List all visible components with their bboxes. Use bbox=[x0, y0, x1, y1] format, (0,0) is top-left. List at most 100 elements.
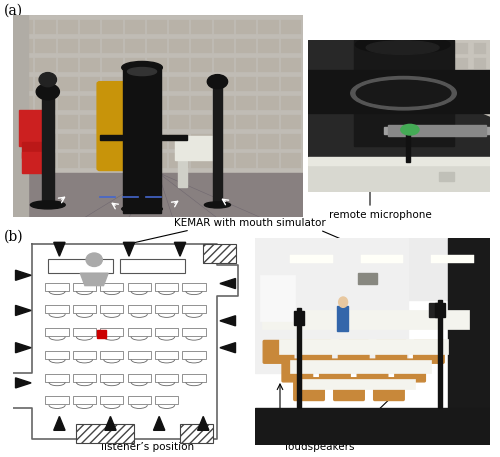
Polygon shape bbox=[16, 270, 31, 280]
Bar bbox=[80, 96, 100, 111]
Polygon shape bbox=[105, 416, 116, 430]
Ellipse shape bbox=[401, 124, 419, 135]
Bar bbox=[437, 43, 450, 53]
Bar bbox=[258, 134, 278, 149]
Bar bbox=[13, 1, 34, 15]
Bar bbox=[128, 328, 151, 336]
Bar bbox=[236, 134, 256, 149]
Bar bbox=[388, 125, 486, 136]
Bar bbox=[236, 154, 256, 168]
Bar bbox=[124, 1, 145, 15]
Bar bbox=[214, 58, 234, 72]
Bar bbox=[474, 43, 486, 53]
Bar bbox=[58, 154, 78, 168]
Bar bbox=[169, 20, 190, 34]
Bar bbox=[36, 77, 56, 91]
FancyBboxPatch shape bbox=[97, 82, 144, 170]
Ellipse shape bbox=[356, 36, 450, 53]
FancyBboxPatch shape bbox=[374, 378, 404, 400]
Bar bbox=[102, 77, 122, 91]
Bar bbox=[437, 74, 450, 84]
Bar bbox=[147, 20, 167, 34]
Bar bbox=[278, 340, 448, 354]
Bar bbox=[42, 96, 54, 207]
Bar bbox=[48, 259, 113, 273]
Bar bbox=[100, 135, 187, 140]
Bar bbox=[308, 159, 490, 192]
Bar bbox=[236, 1, 256, 15]
Bar bbox=[73, 396, 96, 404]
Bar bbox=[155, 396, 178, 404]
Bar bbox=[124, 39, 145, 53]
Bar bbox=[80, 173, 100, 187]
Bar bbox=[456, 28, 468, 38]
Bar bbox=[169, 77, 190, 91]
Bar bbox=[46, 305, 68, 314]
Bar bbox=[22, 142, 48, 159]
Bar bbox=[280, 154, 301, 168]
Bar bbox=[13, 134, 34, 149]
Bar bbox=[155, 282, 178, 291]
Bar bbox=[303, 58, 324, 72]
Bar bbox=[258, 115, 278, 129]
Bar bbox=[58, 115, 78, 129]
Bar bbox=[236, 58, 256, 72]
Bar bbox=[124, 77, 145, 91]
Bar bbox=[102, 58, 122, 72]
Bar bbox=[46, 396, 68, 404]
Bar bbox=[13, 96, 34, 111]
Bar bbox=[36, 1, 56, 15]
Bar bbox=[169, 96, 190, 111]
Bar bbox=[492, 43, 500, 53]
Bar bbox=[46, 373, 68, 382]
Bar bbox=[255, 408, 490, 445]
Bar bbox=[124, 115, 145, 129]
Ellipse shape bbox=[204, 202, 231, 208]
Bar bbox=[456, 74, 468, 84]
Bar bbox=[80, 1, 100, 15]
Bar bbox=[182, 328, 206, 336]
Polygon shape bbox=[54, 416, 65, 430]
Bar bbox=[96, 330, 106, 338]
Bar bbox=[100, 373, 124, 382]
Bar bbox=[13, 58, 34, 72]
Bar bbox=[128, 282, 151, 291]
Bar bbox=[36, 96, 56, 111]
Bar bbox=[258, 154, 278, 168]
Bar bbox=[182, 282, 206, 291]
Text: (b): (b) bbox=[4, 230, 24, 244]
Bar bbox=[147, 115, 167, 129]
Bar bbox=[155, 305, 178, 314]
Bar bbox=[124, 154, 145, 168]
Polygon shape bbox=[220, 278, 236, 289]
Bar bbox=[280, 20, 301, 34]
Bar bbox=[492, 28, 500, 38]
Polygon shape bbox=[124, 242, 134, 256]
Polygon shape bbox=[16, 343, 31, 353]
FancyBboxPatch shape bbox=[338, 340, 369, 363]
Bar bbox=[120, 259, 184, 273]
Polygon shape bbox=[417, 40, 490, 116]
Bar bbox=[258, 96, 278, 111]
Bar bbox=[214, 134, 234, 149]
Bar bbox=[236, 96, 256, 111]
Bar bbox=[147, 39, 167, 53]
Bar bbox=[147, 96, 167, 111]
Bar bbox=[36, 115, 56, 129]
Bar bbox=[100, 282, 124, 291]
Ellipse shape bbox=[36, 84, 60, 100]
Bar bbox=[213, 82, 222, 207]
Bar bbox=[124, 58, 145, 72]
Bar bbox=[22, 152, 48, 173]
Bar bbox=[147, 58, 167, 72]
Bar bbox=[203, 244, 235, 263]
Bar bbox=[419, 43, 432, 53]
Bar bbox=[147, 77, 167, 91]
Bar bbox=[169, 134, 190, 149]
Bar bbox=[76, 424, 134, 443]
Bar bbox=[102, 134, 122, 149]
Bar bbox=[80, 77, 100, 91]
Bar bbox=[258, 20, 278, 34]
Bar bbox=[192, 58, 212, 72]
FancyBboxPatch shape bbox=[294, 378, 324, 400]
